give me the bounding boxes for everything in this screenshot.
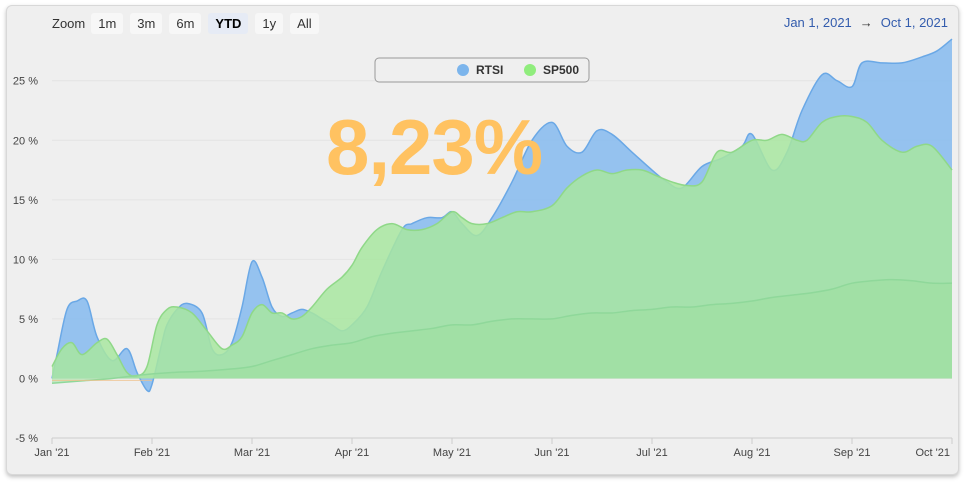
x-tick-label: Feb '21 (134, 447, 170, 459)
zoom-1m-button[interactable]: 1m (91, 12, 124, 34)
legend-marker-rtsi (457, 64, 469, 76)
zoom-all-button[interactable]: All (290, 12, 319, 34)
zoom-ytd-button[interactable]: YTD (208, 12, 249, 34)
zoom-toolbar: Zoom 1m 3m 6m YTD 1y All (52, 12, 326, 34)
x-tick-label: Jul '21 (636, 447, 667, 459)
x-tick-label: Jan '21 (34, 447, 69, 459)
x-tick-label: Sep '21 (834, 447, 871, 459)
x-tick-label: Aug '21 (734, 447, 771, 459)
baseline-area (52, 279, 952, 384)
legend-item-rtsi: RTSI (476, 63, 503, 77)
x-tick-label: Mar '21 (234, 447, 270, 459)
zoom-1y-button[interactable]: 1y (255, 12, 284, 34)
range-arrow-icon: → (859, 15, 873, 30)
x-tick-label: May '21 (433, 447, 471, 459)
y-tick-label: -5 % (15, 433, 38, 445)
legend-box (374, 57, 590, 83)
y-tick-label: 0 % (19, 373, 38, 385)
y-tick-label: 5 % (19, 314, 38, 326)
y-tick-label: 25 % (13, 76, 38, 88)
y-tick-label: 10 % (13, 254, 38, 266)
y-tick-label: 15 % (13, 195, 38, 207)
x-tick-label: Oct '21 (915, 447, 950, 459)
zoom-3m-button[interactable]: 3m (130, 12, 163, 34)
sp500-line (51, 114, 953, 378)
date-range: Jan 1, 2021 → Oct 1, 2021 (784, 15, 948, 30)
legend-marker-sp500 (524, 64, 536, 76)
x-tick-label: Jun '21 (534, 447, 569, 459)
range-from-input[interactable]: Jan 1, 2021 (783, 15, 852, 30)
baseline-line (51, 278, 953, 384)
zoom-6m-button[interactable]: 6m (169, 12, 202, 34)
legend: RTSI SP500 (374, 57, 590, 83)
x-tick-label: Apr '21 (335, 447, 370, 459)
zoom-label: Zoom (52, 15, 86, 31)
legend-item-sp500: SP500 (543, 63, 579, 77)
range-to-input[interactable]: Oct 1, 2021 (880, 15, 948, 30)
headline-value: 8,23% (326, 103, 543, 191)
y-tick-label: 20 % (13, 135, 38, 147)
